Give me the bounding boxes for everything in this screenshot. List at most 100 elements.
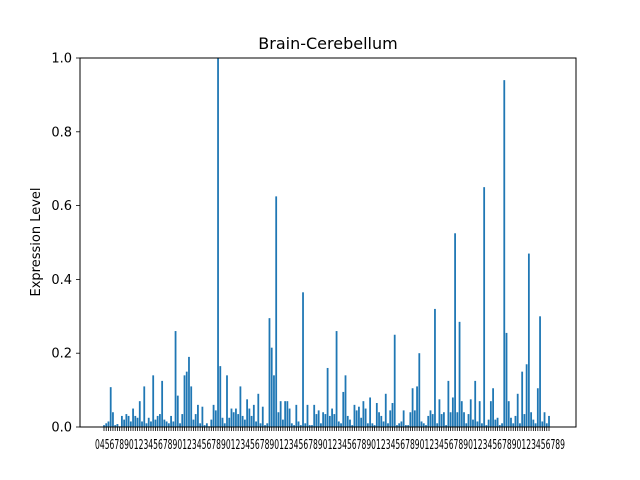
bar	[252, 404, 255, 427]
bar	[237, 414, 240, 427]
bar	[427, 415, 430, 427]
bar	[451, 397, 454, 427]
bar	[190, 386, 193, 427]
bar	[138, 401, 141, 427]
bar	[174, 331, 177, 427]
bar	[389, 410, 392, 427]
bar	[402, 410, 405, 427]
bar	[396, 425, 398, 427]
bar	[447, 380, 450, 428]
bar	[320, 423, 322, 427]
bar	[454, 233, 456, 427]
bar	[279, 401, 282, 427]
bar	[105, 423, 108, 427]
bar	[248, 408, 251, 427]
bar	[333, 414, 336, 427]
bar	[391, 403, 394, 427]
bar	[219, 366, 222, 427]
x-tick-labels: 0456789012345678901234567890123456789012…	[95, 438, 565, 453]
bar	[512, 423, 515, 427]
bar	[129, 421, 132, 427]
bar	[183, 375, 186, 427]
bar	[282, 419, 284, 427]
bar	[420, 421, 423, 427]
bar	[313, 404, 316, 427]
bar	[545, 423, 548, 427]
bar	[214, 410, 217, 427]
bar	[123, 419, 126, 427]
bar	[230, 408, 233, 427]
bar	[400, 421, 403, 427]
bar	[505, 332, 508, 427]
bar	[494, 419, 497, 427]
y-axis-title: Expression Level	[29, 187, 44, 296]
bar	[112, 412, 114, 427]
bar	[498, 425, 501, 427]
bar	[449, 412, 452, 427]
bar	[288, 408, 291, 427]
bar	[308, 425, 311, 427]
bar	[380, 415, 383, 427]
bar	[311, 425, 313, 427]
bar	[264, 425, 266, 427]
bars-group	[103, 58, 550, 428]
bar	[382, 421, 385, 427]
bar	[351, 425, 354, 427]
bar	[371, 423, 374, 427]
bar	[530, 412, 533, 427]
bar	[136, 417, 139, 427]
bar	[360, 417, 363, 427]
bar	[326, 367, 329, 427]
bar	[145, 423, 148, 427]
bar	[270, 347, 273, 427]
bar	[483, 187, 486, 427]
bar	[474, 380, 477, 428]
bar	[143, 386, 146, 427]
x-axis	[103, 427, 550, 431]
bar	[317, 410, 320, 427]
bar	[353, 404, 356, 427]
bar	[302, 292, 304, 427]
bar	[192, 419, 195, 427]
bar	[434, 308, 436, 427]
bar	[141, 421, 143, 427]
bar	[443, 412, 445, 427]
bar	[176, 395, 179, 427]
bar	[416, 386, 418, 427]
bar	[199, 423, 202, 427]
bar	[364, 408, 367, 427]
bar	[297, 421, 300, 427]
bar	[384, 393, 387, 427]
bar	[465, 423, 468, 427]
bar	[188, 356, 190, 427]
bar	[324, 414, 327, 427]
bar	[286, 401, 289, 427]
bar	[460, 401, 463, 427]
bar	[346, 415, 349, 427]
bar	[150, 421, 152, 427]
bar	[496, 417, 499, 427]
bar	[489, 401, 492, 427]
y-tick-label: 0.0	[51, 421, 72, 436]
bar	[503, 80, 506, 427]
bar	[103, 425, 105, 427]
bar	[159, 414, 161, 427]
bar	[266, 423, 269, 427]
bar	[358, 406, 360, 427]
bar	[378, 412, 380, 427]
bar	[152, 375, 155, 427]
bar	[516, 393, 519, 427]
bar	[194, 414, 197, 427]
bar	[335, 331, 338, 427]
bar	[507, 401, 510, 427]
bar	[366, 423, 369, 427]
bar	[328, 415, 331, 427]
bar	[342, 391, 345, 427]
bar	[295, 404, 298, 427]
bar	[431, 414, 434, 427]
bar	[440, 414, 443, 427]
bar	[322, 412, 325, 427]
bar	[107, 421, 110, 427]
bar	[355, 410, 358, 427]
